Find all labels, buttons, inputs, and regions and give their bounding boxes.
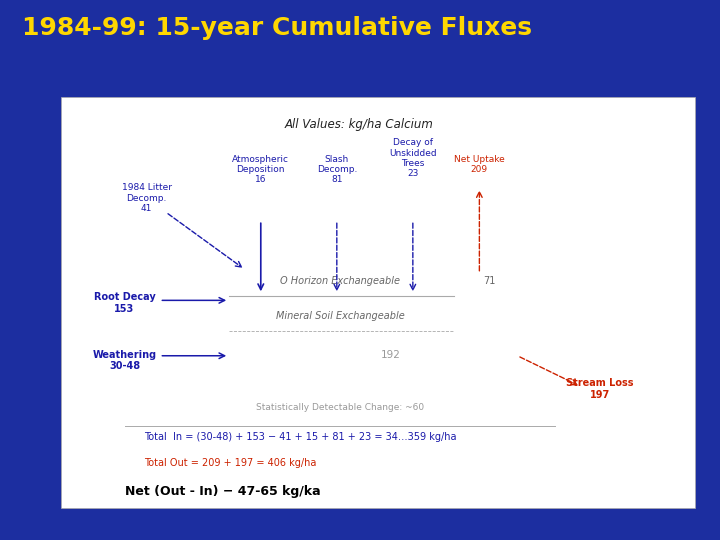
Text: Total Out = 209 + 197 = 406 kg/ha: Total Out = 209 + 197 = 406 kg/ha [143, 458, 316, 468]
Text: Weathering
30-48: Weathering 30-48 [92, 349, 157, 371]
Text: Stream Loss
197: Stream Loss 197 [566, 379, 634, 400]
Text: Total  In = (30-48) + 153 − 41 + 15 + 81 + 23 = 34…359 kg/ha: Total In = (30-48) + 153 − 41 + 15 + 81 … [143, 431, 456, 442]
Text: Decay of
Unskidded
Trees
23: Decay of Unskidded Trees 23 [389, 138, 436, 178]
Text: Root Decay
153: Root Decay 153 [94, 292, 156, 314]
Text: Net (Out - In) − 47-65 kg/ka: Net (Out - In) − 47-65 kg/ka [125, 485, 320, 498]
Text: All Values: kg/ha Calcium: All Values: kg/ha Calcium [284, 118, 433, 131]
Text: Mineral Soil Exchangeable: Mineral Soil Exchangeable [276, 311, 405, 321]
FancyBboxPatch shape [61, 97, 695, 508]
Text: O Horizon Exchangeable: O Horizon Exchangeable [280, 276, 400, 286]
Text: Net Uptake
209: Net Uptake 209 [454, 154, 505, 174]
Text: Statistically Detectable Change: ~60: Statistically Detectable Change: ~60 [256, 403, 424, 412]
Text: 1984-99: 15-year Cumulative Fluxes: 1984-99: 15-year Cumulative Fluxes [22, 16, 531, 40]
Text: 71: 71 [482, 276, 495, 286]
Text: 192: 192 [381, 349, 400, 360]
Text: Atmospheric
Deposition
16: Atmospheric Deposition 16 [233, 154, 289, 185]
Text: 1984 Litter
Decomp.
41: 1984 Litter Decomp. 41 [122, 184, 172, 213]
Text: Slash
Decomp.
81: Slash Decomp. 81 [317, 154, 357, 185]
